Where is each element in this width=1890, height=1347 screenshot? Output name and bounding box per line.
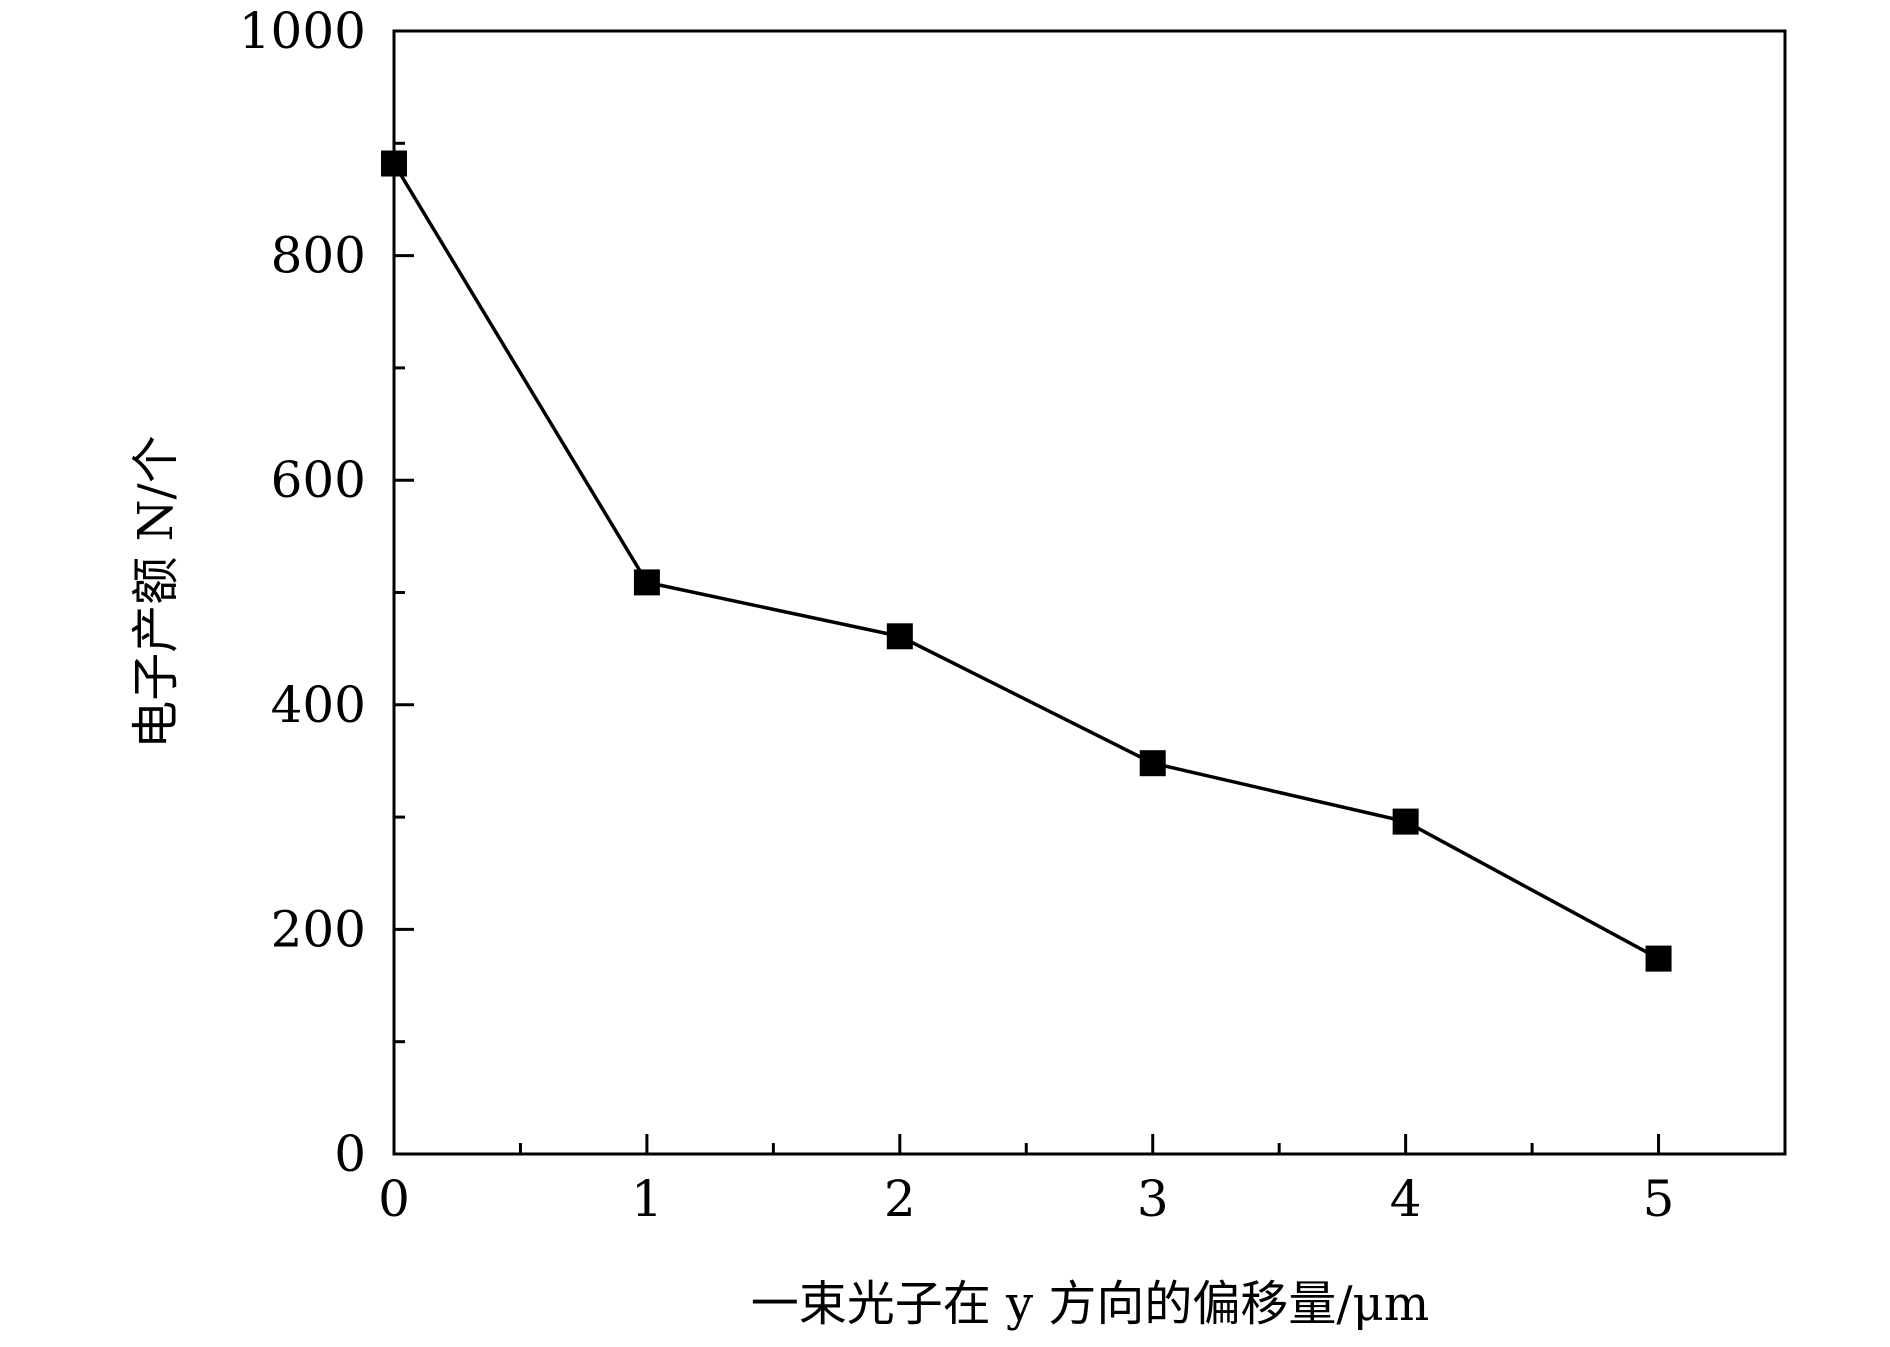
x-tick-label: 3: [1137, 1170, 1169, 1228]
y-tick-label: 400: [271, 676, 366, 734]
x-tick-label: 5: [1643, 1170, 1675, 1228]
y-tick-label: 800: [271, 227, 366, 285]
y-tick-label: 200: [271, 900, 366, 958]
y-tick-label: 600: [271, 451, 366, 509]
axis-ticks: [392, 29, 1661, 1156]
data-point-marker: [633, 569, 660, 596]
data-point-marker: [1645, 945, 1672, 972]
data-point-marker: [1392, 808, 1419, 835]
x-tick-label: 4: [1390, 1170, 1422, 1228]
data-point-marker: [1139, 750, 1166, 777]
series-layer: [381, 150, 1672, 972]
y-tick-label: 0: [334, 1125, 366, 1183]
x-tick-label: 2: [884, 1170, 916, 1228]
y-tick-label: 1000: [239, 2, 366, 60]
x-axis-title: 一束光子在 y 方向的偏移量/μm: [751, 1276, 1430, 1332]
series-line: [392, 162, 1660, 961]
tick-labels: 0 1 2 3 4 5 0 200 400 600 800 1000: [239, 2, 1675, 1228]
x-tick-label: 1: [631, 1170, 663, 1228]
data-point-marker: [886, 623, 913, 650]
data-point-marker: [381, 150, 407, 177]
x-tick-label: 0: [378, 1170, 410, 1228]
y-axis-title: 电子产额 N/个: [128, 435, 184, 748]
plot-frame: [392, 29, 1787, 1156]
